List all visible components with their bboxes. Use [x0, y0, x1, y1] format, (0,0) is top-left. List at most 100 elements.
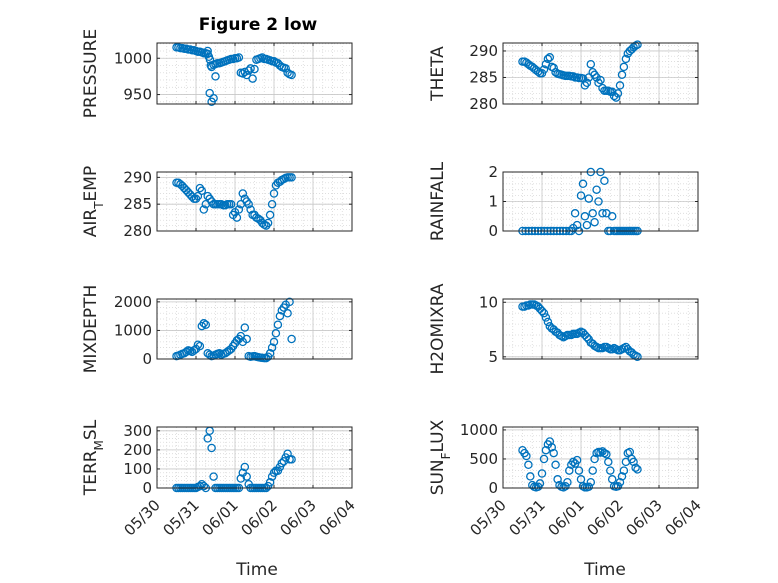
- x-tick-label: 06/03: [623, 496, 666, 539]
- y-axis-label: MIXDEPTH: [81, 285, 101, 374]
- y-tick-label: 5: [488, 348, 498, 366]
- data-point: [193, 191, 203, 201]
- y-tick-label: 1: [488, 193, 498, 211]
- data-point: [246, 205, 255, 214]
- data-point: [543, 317, 553, 327]
- data-point: [570, 209, 580, 218]
- data-point: [215, 349, 224, 358]
- data-point: [244, 66, 253, 75]
- data-point: [275, 311, 285, 321]
- series-pressure: [172, 43, 296, 107]
- data-point: [201, 320, 211, 329]
- data-point: [258, 53, 267, 62]
- data-point: [287, 70, 296, 80]
- figure-title: Figure 2 low: [199, 15, 318, 35]
- data-point: [615, 81, 625, 90]
- data-point: [524, 460, 533, 470]
- axes-box: [156, 298, 353, 360]
- subplot-pressure: 950 1000 PRESSURE: [81, 29, 353, 118]
- plot-area: [157, 172, 352, 231]
- data-point: [226, 199, 236, 209]
- data-point: [189, 346, 199, 355]
- data-point: [265, 478, 275, 487]
- data-point: [621, 54, 631, 64]
- data-point: [619, 466, 629, 475]
- data-point: [281, 64, 290, 73]
- y-tick-label: 950: [123, 86, 152, 104]
- data-point: [615, 477, 625, 487]
- data-point: [582, 78, 592, 88]
- data-point: [248, 74, 257, 83]
- data-point: [561, 482, 570, 491]
- data-point: [182, 347, 191, 357]
- data-point: [238, 189, 248, 198]
- y-tick-label: 0: [142, 350, 152, 368]
- data-point: [263, 218, 273, 228]
- data-point: [539, 454, 549, 464]
- data-point: [267, 199, 277, 209]
- data-point: [631, 463, 640, 472]
- data-point: [553, 475, 562, 484]
- data-point: [580, 212, 590, 221]
- data-point: [246, 64, 255, 73]
- data-point: [240, 323, 250, 332]
- data-point: [565, 466, 574, 475]
- y-tick-label: 0: [142, 479, 152, 497]
- data-point: [594, 197, 603, 206]
- y-tick-label: 300: [123, 422, 152, 440]
- data-point: [578, 179, 588, 189]
- axes-box: [156, 171, 353, 232]
- data-point: [617, 472, 627, 481]
- data-point: [287, 455, 296, 464]
- data-point: [199, 319, 209, 328]
- data-point: [240, 462, 250, 472]
- data-point: [613, 89, 623, 98]
- data-point: [234, 205, 244, 214]
- data-point: [526, 472, 535, 481]
- data-point: [265, 210, 275, 220]
- x-tick-label: 05/30: [121, 496, 164, 539]
- data-point: [287, 173, 296, 182]
- data-point: [269, 189, 279, 198]
- x-tick-label: 05/31: [506, 496, 549, 539]
- x-tick-label: 05/30: [467, 496, 510, 539]
- data-point: [547, 443, 557, 452]
- data-point: [283, 449, 292, 458]
- data-point: [582, 220, 592, 230]
- y-tick-label: 0: [488, 479, 498, 497]
- data-point: [533, 67, 543, 76]
- data-point: [537, 306, 547, 316]
- data-point: [287, 334, 296, 344]
- data-point: [285, 297, 294, 307]
- data-point: [549, 63, 558, 73]
- axes-box: [502, 42, 699, 105]
- data-point: [551, 460, 560, 470]
- data-point: [633, 465, 642, 474]
- y-axis-label: PRESSURE: [81, 29, 101, 118]
- y-tick-label: 1000: [114, 321, 152, 339]
- data-point: [242, 70, 251, 80]
- y-axis-label: RAINFALL: [428, 161, 448, 241]
- axes-box: [156, 42, 353, 105]
- x-tick-label: 06/01: [199, 496, 242, 539]
- data-point: [596, 75, 605, 85]
- data-point: [195, 341, 205, 351]
- data-point: [250, 64, 259, 74]
- data-point: [535, 479, 545, 488]
- data-point: [539, 65, 549, 74]
- data-point: [211, 72, 220, 81]
- data-point: [576, 191, 586, 200]
- data-point: [267, 343, 277, 352]
- data-point: [607, 212, 617, 221]
- y-axis-label: AIRTEMP: [81, 166, 106, 237]
- data-point: [271, 329, 281, 338]
- series-mixdepth: [172, 297, 296, 363]
- data-point: [193, 340, 203, 349]
- subplot-mixdepth: 0 1000 2000 MIXDEPTH: [81, 285, 353, 374]
- data-point: [584, 194, 594, 203]
- x-tick-label: 06/02: [238, 496, 281, 539]
- axes-box: [502, 298, 699, 360]
- subplot-h2omixra: 5 10 H2OMIXRA: [428, 283, 699, 375]
- y-tick-label: 2: [488, 163, 498, 181]
- data-point: [607, 87, 617, 97]
